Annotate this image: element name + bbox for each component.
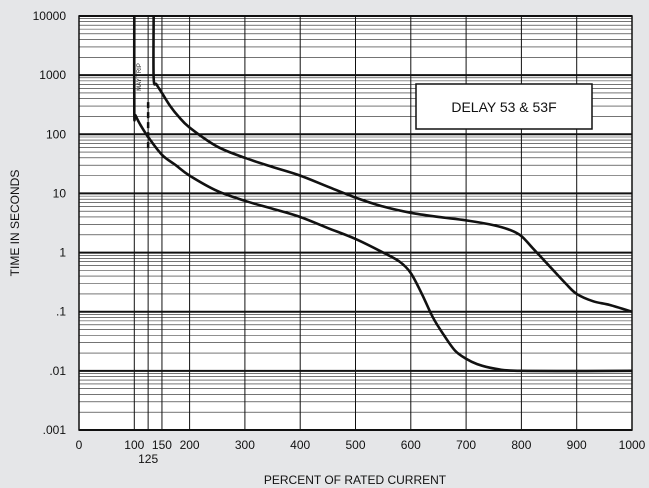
x-tick-label: 150 [152, 438, 172, 452]
legend-text: DELAY 53 & 53F [451, 99, 556, 115]
x-tick-label: 0 [76, 438, 83, 452]
y-tick-label: .1 [56, 305, 66, 319]
y-axis-ticks: 10000 1000 100 10 1 .1 .01 .001 [33, 9, 67, 437]
y-tick-label: 10 [53, 186, 67, 200]
may-trip-annotation: MAY TRIP [137, 63, 143, 91]
x-tick-label: 800 [511, 438, 531, 452]
x-tick-label: 400 [290, 438, 310, 452]
x-tick-label: 200 [180, 438, 200, 452]
legend-box: DELAY 53 & 53F [415, 83, 593, 130]
trip-curve-2 [152, 15, 633, 313]
x-axis-ticks: 0 100 150 200 300 400 500 600 700 800 900 1000 125 [76, 438, 646, 466]
x-tick-label: 700 [456, 438, 476, 452]
x-tick-label: 100 [124, 438, 144, 452]
x-tick-label: 125 [138, 452, 158, 466]
x-tick-label: 1000 [619, 438, 646, 452]
y-axis-label: TIME IN SECONDS [8, 170, 22, 277]
plot-frame [78, 15, 633, 431]
y-tick-label: .01 [49, 364, 66, 378]
x-tick-label: 300 [235, 438, 255, 452]
y-tick-label: .001 [43, 423, 67, 437]
x-axis-label: PERCENT OF RATED CURRENT [264, 473, 447, 487]
x-tick-label: 900 [567, 438, 587, 452]
y-tick-label: 100 [46, 127, 66, 141]
x-tick-label: 600 [401, 438, 421, 452]
y-tick-label: 1 [59, 246, 66, 260]
x-tick-label: 500 [345, 438, 365, 452]
y-tick-label: 10000 [33, 9, 67, 23]
y-tick-label: 1000 [39, 68, 66, 82]
